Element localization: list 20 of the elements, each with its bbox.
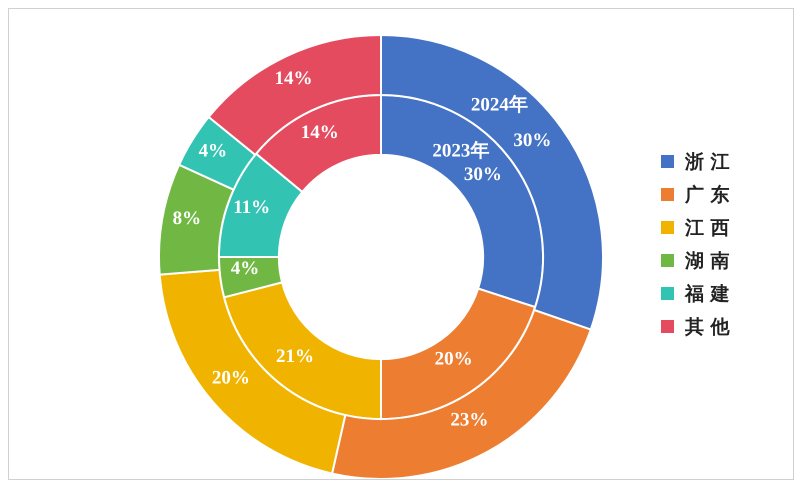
data-label: 8% [172, 208, 202, 230]
data-label: 23% [450, 409, 488, 430]
data-label: 4% [198, 140, 228, 162]
legend-label: 浙 江 [684, 151, 730, 173]
data-label: 14% [300, 122, 339, 143]
data-label: 30% [464, 164, 502, 185]
data-label: 14% [274, 68, 312, 90]
legend-label: 其 他 [684, 316, 731, 338]
legend-label: 湖 南 [684, 250, 730, 272]
slice-label: 2023年 [432, 140, 490, 162]
data-label: 20% [434, 348, 473, 370]
data-label: 11% [233, 196, 270, 218]
slice-label: 2024年 [470, 94, 528, 116]
data-label: 4% [230, 258, 260, 280]
legend-label: 福 建 [684, 283, 730, 305]
data-label: 20% [212, 367, 250, 388]
legend-label: 广 东 [684, 184, 730, 206]
data-label: 21% [276, 346, 314, 367]
legend-label: 江 西 [684, 217, 730, 239]
data-label: 30% [513, 130, 552, 152]
